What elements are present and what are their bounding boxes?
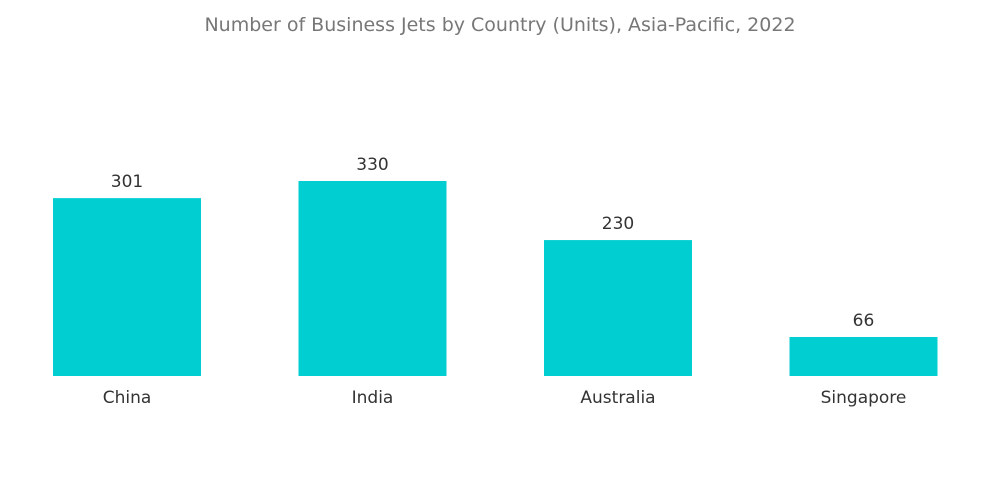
category-label-china: China — [103, 388, 152, 408]
value-label-singapore: 66 — [853, 311, 875, 331]
value-label-australia: 230 — [602, 214, 634, 234]
category-label-india: India — [352, 388, 394, 408]
bar-australia — [544, 240, 692, 376]
chart-title: Number of Business Jets by Country (Unit… — [204, 14, 796, 36]
bar-singapore — [789, 337, 938, 376]
bar-india — [298, 181, 447, 376]
category-label-singapore: Singapore — [821, 388, 907, 408]
category-label-australia: Australia — [580, 388, 655, 408]
bar-china — [53, 198, 201, 376]
value-label-india: 330 — [356, 155, 388, 175]
value-label-china: 301 — [111, 172, 143, 192]
